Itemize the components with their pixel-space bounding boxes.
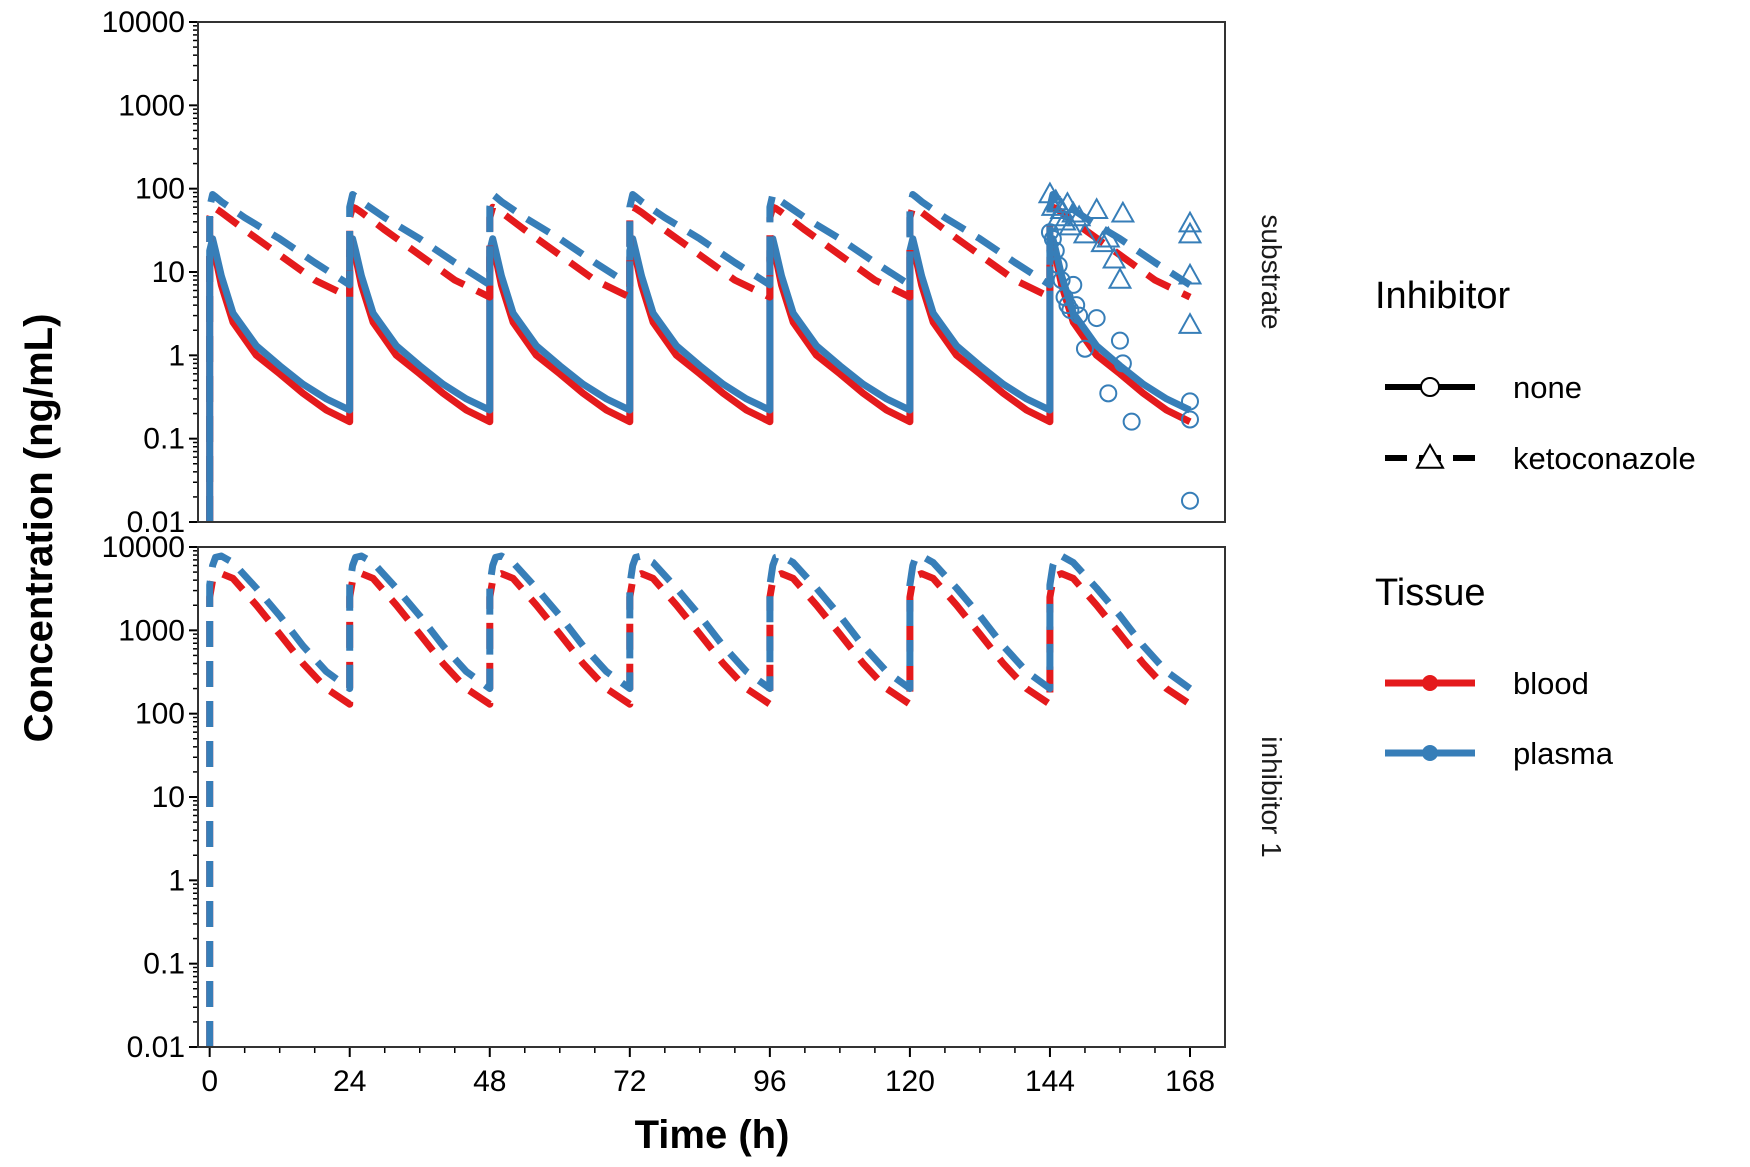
observed-point [1180, 392, 1199, 411]
x-tick-label: 24 [333, 1065, 366, 1098]
observed-point [1099, 384, 1118, 403]
legend-group-inhibitor: Inhibitor none ketoconazole [1375, 275, 1696, 476]
panels-layer: 0.010.1110100100010000substrate0.010.111… [102, 6, 1287, 1098]
y-axis-ticks: 0.01 0.1 1 10 100 1000 10000 [102, 531, 198, 1064]
observed-point [1070, 306, 1089, 325]
panel-border [197, 546, 1226, 1048]
observed-point [1096, 225, 1121, 248]
observed-point [1087, 309, 1106, 328]
observed-point [1101, 246, 1127, 269]
legend-title: Inhibitor [1375, 275, 1511, 317]
y-tick-label: 10000 [102, 6, 185, 39]
observed-point [1052, 271, 1071, 290]
y-tick-label: 100 [135, 173, 185, 206]
legend-title: Tissue [1375, 572, 1486, 614]
observed-point [1110, 331, 1129, 350]
observed-point [1177, 262, 1203, 285]
observed-point [1052, 208, 1077, 231]
y-tick-label: 0.1 [143, 948, 185, 981]
panel-inhibitor: 0.01 0.1 1 10 100 1000 10000 0 24 48 72 96 120 144 168… [102, 531, 1287, 1098]
observed-point [1177, 210, 1203, 233]
legend-key-circle [1420, 377, 1440, 397]
observed-point [1061, 300, 1080, 319]
legend-key-dot [1422, 675, 1438, 691]
observed-point [1090, 230, 1115, 253]
series-line-plasma-ketoconazole [206, 191, 1192, 522]
observed-point [1043, 229, 1062, 248]
series-line-plasma-none [206, 235, 1192, 522]
observed-point [1064, 275, 1083, 294]
x-tick-label: 48 [473, 1065, 506, 1098]
x-tick-label: 120 [885, 1065, 935, 1098]
y-axis-title: Concentration (ng/mL) [17, 314, 61, 743]
observed-point [1075, 339, 1094, 358]
x-axis-title: Time (h) [635, 1113, 790, 1157]
observed-points-none [1040, 223, 1199, 510]
observed-point [1061, 200, 1086, 223]
y-tick-label: 100 [135, 698, 185, 731]
y-tick-label: 1 [168, 339, 185, 372]
observed-point [1110, 200, 1136, 223]
legend: Inhibitor none ketoconazole Tissue blood plas… [1375, 275, 1696, 771]
x-axis-ticks: 0 24 48 72 96 120 144 168 [201, 1047, 1215, 1098]
panel-substrate: 0.01 0.1 1 10 100 1000 10000 substrate [102, 6, 1287, 539]
observed-point [1180, 410, 1199, 429]
observed-point [1113, 354, 1132, 373]
observed-point [1107, 267, 1133, 289]
observed-point [1180, 491, 1199, 510]
legend-label: none [1513, 370, 1582, 405]
strip-label: inhibitor 1 [1256, 736, 1287, 857]
observed-point [1084, 197, 1109, 220]
y-tick-label: 0.01 [127, 506, 185, 539]
legend-key-triangle [1415, 442, 1445, 469]
x-tick-label: 72 [613, 1065, 646, 1098]
legend-key-dot [1422, 745, 1438, 761]
observed-point [1066, 204, 1092, 227]
y-tick-label: 0.1 [143, 423, 185, 456]
y-tick-label: 10 [152, 781, 185, 814]
y-tick-label: 1 [168, 864, 185, 897]
y-tick-label: 10 [152, 256, 185, 289]
strip-label: substrate [1256, 214, 1287, 329]
observed-point [1177, 312, 1203, 334]
plot-area [206, 552, 1193, 1047]
x-tick-label: 144 [1025, 1065, 1075, 1098]
plot-area [206, 181, 1203, 522]
y-axis-ticks: 0.01 0.1 1 10 100 1000 10000 [102, 6, 198, 539]
panel-border [197, 21, 1226, 523]
series-line-blood-ketoconazole [206, 570, 1192, 1047]
x-tick-label: 168 [1165, 1065, 1215, 1098]
y-tick-label: 10000 [102, 531, 185, 564]
y-tick-label: 1000 [118, 614, 185, 647]
observed-point [1122, 412, 1141, 431]
series-line-plasma-ketoconazole [206, 552, 1193, 1047]
legend-label: plasma [1513, 736, 1614, 771]
x-tick-label: 0 [201, 1065, 218, 1098]
observed-point [1177, 221, 1203, 244]
observed-points-ketoconazole [1037, 181, 1203, 334]
observed-point [1067, 296, 1086, 315]
y-tick-label: 0.01 [127, 1031, 185, 1064]
legend-label: blood [1513, 666, 1589, 701]
x-tick-label: 96 [753, 1065, 786, 1098]
y-tick-label: 1000 [118, 89, 185, 122]
series-line-blood-none [206, 243, 1192, 522]
legend-group-tissue: Tissue blood plasma [1375, 572, 1614, 771]
observed-point [1072, 221, 1098, 244]
legend-label: ketoconazole [1513, 441, 1696, 476]
